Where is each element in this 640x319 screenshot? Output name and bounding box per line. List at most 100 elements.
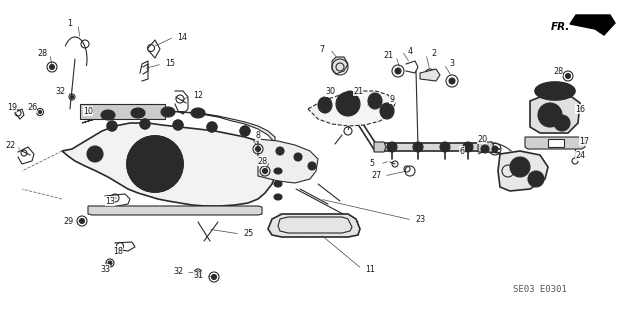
Ellipse shape — [161, 107, 175, 117]
Polygon shape — [374, 142, 386, 152]
Text: 8: 8 — [255, 131, 260, 140]
Text: 6: 6 — [460, 146, 465, 155]
Circle shape — [449, 78, 455, 84]
Ellipse shape — [274, 181, 282, 187]
Text: 28: 28 — [37, 49, 47, 58]
Circle shape — [70, 95, 74, 99]
Circle shape — [336, 92, 360, 116]
Polygon shape — [570, 15, 615, 35]
Ellipse shape — [346, 94, 354, 104]
Circle shape — [276, 147, 284, 155]
Text: 2: 2 — [431, 49, 436, 58]
Text: 21: 21 — [353, 86, 363, 95]
Circle shape — [79, 219, 84, 224]
Circle shape — [240, 126, 250, 136]
Circle shape — [262, 168, 268, 174]
Polygon shape — [88, 206, 262, 215]
Polygon shape — [420, 69, 440, 81]
Text: 25: 25 — [243, 229, 253, 239]
Circle shape — [255, 146, 260, 152]
Ellipse shape — [101, 110, 115, 120]
Text: 27: 27 — [371, 172, 381, 181]
Ellipse shape — [274, 194, 282, 200]
FancyBboxPatch shape — [80, 104, 165, 119]
Text: 24: 24 — [575, 152, 585, 160]
Circle shape — [463, 142, 473, 152]
Text: 13: 13 — [105, 197, 115, 205]
Text: 28: 28 — [553, 66, 563, 76]
Text: 4: 4 — [408, 47, 413, 56]
Circle shape — [492, 146, 498, 152]
Polygon shape — [378, 143, 480, 151]
Text: 9: 9 — [389, 94, 395, 103]
Circle shape — [413, 142, 423, 152]
Text: 15: 15 — [165, 60, 175, 69]
Text: 16: 16 — [575, 105, 585, 114]
Circle shape — [538, 103, 562, 127]
Circle shape — [395, 68, 401, 74]
Text: 33: 33 — [100, 264, 110, 273]
Text: FR.: FR. — [550, 22, 570, 32]
Ellipse shape — [380, 103, 394, 119]
Circle shape — [207, 122, 217, 132]
Polygon shape — [258, 139, 318, 183]
Text: 12: 12 — [193, 92, 203, 100]
Text: 20: 20 — [477, 135, 487, 144]
Text: 28: 28 — [257, 157, 267, 166]
Text: 21: 21 — [383, 51, 393, 61]
Ellipse shape — [383, 106, 391, 116]
Circle shape — [440, 142, 450, 152]
Circle shape — [481, 145, 489, 153]
Circle shape — [108, 261, 112, 265]
Polygon shape — [332, 57, 348, 74]
Circle shape — [387, 142, 397, 152]
Circle shape — [49, 64, 54, 70]
Polygon shape — [82, 111, 275, 143]
Ellipse shape — [371, 96, 379, 106]
Text: 17: 17 — [579, 137, 589, 145]
Text: 1: 1 — [67, 19, 72, 28]
Circle shape — [211, 275, 216, 279]
Circle shape — [107, 121, 117, 131]
Circle shape — [87, 146, 103, 162]
Text: 31: 31 — [193, 271, 203, 280]
Text: 19: 19 — [7, 102, 17, 112]
Circle shape — [566, 73, 570, 78]
Text: 11: 11 — [365, 264, 375, 273]
Text: 5: 5 — [369, 160, 374, 168]
Ellipse shape — [274, 168, 282, 174]
Text: 7: 7 — [319, 44, 324, 54]
Text: 3: 3 — [449, 60, 454, 69]
Text: 30: 30 — [325, 87, 335, 97]
Ellipse shape — [343, 91, 357, 107]
Circle shape — [140, 119, 150, 129]
Text: 32: 32 — [55, 86, 65, 95]
Polygon shape — [268, 214, 360, 237]
Circle shape — [510, 157, 530, 177]
Ellipse shape — [535, 82, 575, 100]
Circle shape — [127, 136, 183, 192]
Circle shape — [308, 162, 316, 170]
Circle shape — [38, 110, 42, 114]
FancyBboxPatch shape — [548, 139, 564, 147]
Text: 29: 29 — [63, 218, 73, 226]
Ellipse shape — [318, 97, 332, 113]
Text: 10: 10 — [83, 107, 93, 115]
Ellipse shape — [321, 100, 329, 110]
Text: SE03 E0301: SE03 E0301 — [513, 285, 567, 293]
Ellipse shape — [368, 93, 382, 109]
Polygon shape — [530, 97, 580, 133]
Text: 18: 18 — [113, 247, 123, 256]
Text: 23: 23 — [415, 216, 425, 225]
Text: 32: 32 — [173, 268, 183, 277]
Polygon shape — [308, 91, 395, 126]
Text: 26: 26 — [27, 103, 37, 113]
Ellipse shape — [131, 108, 145, 118]
Circle shape — [294, 153, 302, 161]
Text: 14: 14 — [177, 33, 187, 41]
Polygon shape — [498, 151, 548, 191]
Polygon shape — [525, 137, 585, 149]
Polygon shape — [478, 142, 494, 152]
Circle shape — [173, 120, 183, 130]
Circle shape — [196, 271, 200, 275]
